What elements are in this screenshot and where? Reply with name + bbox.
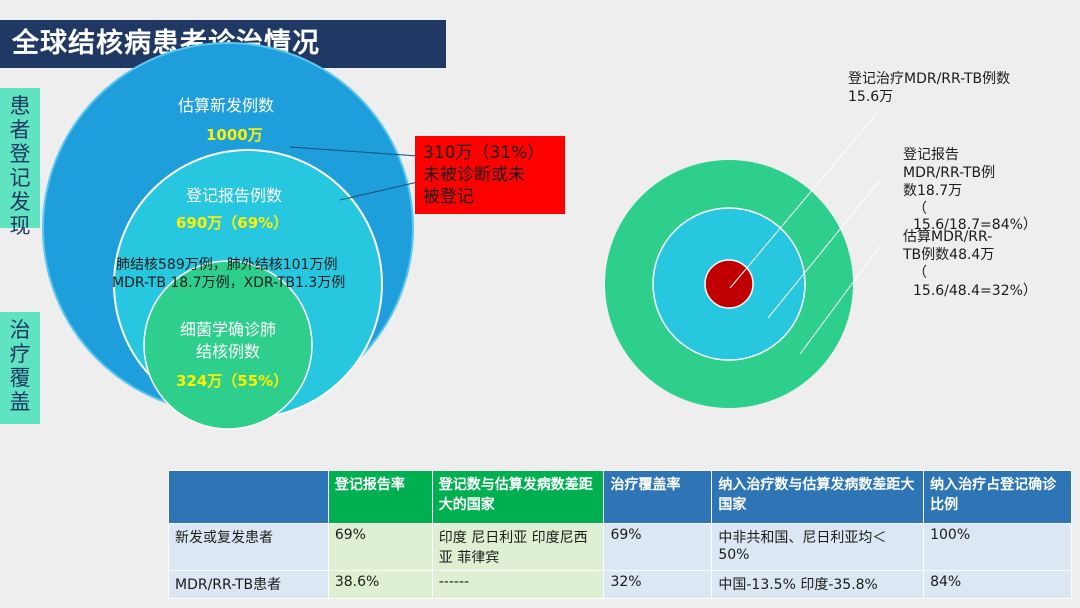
table-header: 登记报告率	[327, 470, 433, 524]
side-char: 盖	[9, 390, 31, 414]
ann2-line2: MDR/RR-TB例	[903, 165, 996, 181]
table-cell: 69%	[603, 523, 713, 571]
ring-core	[704, 259, 754, 309]
table-cell: 38.6%	[327, 570, 433, 599]
side-label-detection: 患 者 登 记 发 现	[0, 88, 40, 238]
inner-label-line2: 结核例数	[196, 342, 261, 361]
table-cell: ------	[431, 570, 605, 599]
ann1-line1: 登记治疗MDR/RR-TB例数	[848, 71, 1011, 87]
middle-detail-line1: 肺结核589万例，肺外结核101万例	[116, 257, 338, 273]
side-char: 者	[9, 118, 31, 142]
callout-line-middle	[339, 181, 419, 201]
ann2-line3: 数18.7万	[903, 183, 963, 199]
ann3-line4: 15.6/48.4=32%）	[913, 283, 1037, 299]
table-header: 治疗覆盖率	[603, 470, 713, 524]
table-header: 登记数与估算发病数差距大的国家	[431, 470, 605, 524]
side-char: 记	[9, 166, 31, 190]
side-char: 治	[9, 318, 31, 342]
inner-value: 324万（55%）	[176, 372, 289, 390]
outer-label: 估算新发例数	[178, 96, 275, 115]
table-header: 纳入治疗数与估算发病数差距大国家	[711, 470, 925, 524]
pointer-line-1	[729, 112, 878, 289]
table-cell: MDR/RR-TB患者	[168, 570, 329, 599]
table-header-row: 登记报告率 登记数与估算发病数差距大的国家 治疗覆盖率 纳入治疗数与估算发病数差…	[168, 470, 1072, 524]
ann2-line1: 登记报告	[903, 147, 959, 163]
pointer-line-2	[767, 179, 881, 319]
red-box-line2: 未被诊断或未	[423, 165, 525, 185]
inner-label-line1: 细菌学确诊肺	[180, 320, 277, 339]
red-box-line1: 310万（31%）	[423, 143, 545, 163]
red-box-line3: 被登记	[423, 187, 474, 207]
table-cell: 69%	[327, 523, 433, 571]
pointer-line-3	[799, 245, 881, 355]
table-row: MDR/RR-TB患者 38.6% ------ 32% 中国-13.5% 印度…	[168, 570, 1072, 599]
table-cell: 32%	[603, 570, 713, 599]
side-label-treatment: 治 疗 覆 盖	[0, 312, 40, 424]
callout-line-outer	[289, 146, 419, 157]
ann3-line3: （	[913, 265, 927, 281]
table-header: 纳入治疗占登记确诊比例	[923, 470, 1072, 524]
ann3-line1: 估算MDR/RR-	[903, 229, 993, 245]
side-char: 覆	[9, 366, 31, 390]
middle-detail-line2: MDR-TB 18.7万例，XDR-TB1.3万例	[112, 275, 346, 291]
table-cell: 中非共和国、尼日利亚均＜50%	[711, 523, 925, 571]
ann1-line2: 15.6万	[848, 89, 894, 105]
table-cell: 印度 尼日利亚 印度尼西亚 菲律宾	[431, 523, 605, 571]
annotation-treated: 登记治疗MDR/RR-TB例数 15.6万	[848, 70, 1010, 106]
outer-value: 1000万	[206, 126, 263, 144]
ann3-line2: TB例数48.4万	[903, 247, 995, 263]
table-cell: 中国-13.5% 印度-35.8%	[711, 570, 925, 599]
middle-value: 690万（69%）	[176, 214, 289, 232]
annotation-registered: 登记报告 MDR/RR-TB例 数18.7万 （ 15.6/18.7=84%）	[903, 146, 1037, 234]
table-header	[168, 470, 329, 524]
middle-label: 登记报告例数	[186, 186, 283, 205]
nested-circles-diagram	[42, 42, 881, 430]
inner-circle	[143, 260, 313, 430]
table-row: 新发或复发患者 69% 印度 尼日利亚 印度尼西亚 菲律宾 69% 中非共和国、…	[168, 523, 1072, 571]
summary-table: 登记报告率 登记数与估算发病数差距大的国家 治疗覆盖率 纳入治疗数与估算发病数差…	[168, 470, 1072, 599]
table-cell: 100%	[923, 523, 1072, 571]
side-char: 疗	[9, 342, 31, 366]
annotation-estimated: 估算MDR/RR- TB例数48.4万 （ 15.6/48.4=32%）	[903, 228, 1037, 300]
side-char: 发	[9, 190, 31, 214]
side-char: 登	[9, 142, 31, 166]
ann2-line5: 15.6/18.7=84%）	[913, 217, 1037, 233]
side-char: 现	[9, 214, 31, 238]
undiagnosed-callout: 310万（31%） 未被诊断或未 被登记	[415, 136, 565, 214]
ann2-line4: （	[913, 201, 927, 217]
side-char: 患	[9, 94, 31, 118]
table-cell: 新发或复发患者	[168, 523, 329, 571]
table-cell: 84%	[923, 570, 1072, 599]
